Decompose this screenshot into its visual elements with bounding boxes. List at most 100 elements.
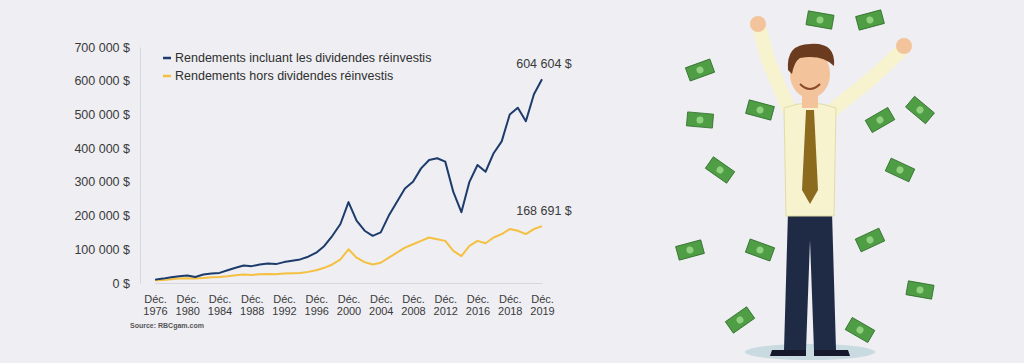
x-tick-label: Déc.1976 (143, 293, 167, 317)
bill-body (745, 239, 774, 261)
bill (685, 59, 714, 81)
bill-body (856, 10, 885, 30)
series-line (155, 79, 542, 279)
bill-seal (735, 315, 745, 325)
x-tick: Déc.2019 (530, 283, 554, 317)
legend-swatch (163, 75, 171, 78)
series-line (155, 226, 542, 280)
legend-item: Rendements hors dividendes réinvestis (163, 69, 393, 83)
bill-seal (756, 246, 765, 255)
x-tick: Déc.2008 (401, 283, 425, 317)
y-tick: 600 000 $ (74, 74, 140, 88)
y-tick: 400 000 $ (74, 142, 140, 156)
y-tick-label: 400 000 $ (74, 142, 130, 156)
shoe (770, 350, 806, 356)
x-tick-label: Déc.1992 (272, 293, 296, 317)
bill (745, 239, 774, 261)
shoe (814, 350, 850, 356)
bill-seal (696, 66, 705, 75)
arm (830, 52, 900, 112)
y-tick: 300 000 $ (74, 175, 140, 189)
data-label: 168 691 $ (516, 204, 572, 218)
bill-body (725, 307, 754, 333)
x-tick-label: Déc.2000 (337, 293, 361, 317)
bill-body (906, 281, 934, 299)
bill-body (685, 59, 714, 81)
bill-seal (715, 165, 725, 175)
x-tick-label: Déc.2018 (498, 293, 522, 317)
y-tick-label: 700 000 $ (74, 41, 130, 55)
bill-seal (696, 116, 704, 124)
smile (800, 84, 820, 89)
bill-body (676, 240, 705, 260)
x-tick-label: Déc.2008 (401, 293, 425, 317)
shadow (745, 344, 875, 360)
torso (784, 103, 836, 216)
x-tick: Déc.2000 (337, 283, 361, 317)
y-tick: 700 000 $ (74, 41, 140, 55)
legend-item: Rendements incluant les dividendes réinv… (163, 51, 431, 65)
y-tick: 500 000 $ (74, 108, 140, 122)
bill-body (686, 112, 713, 128)
bill (676, 240, 705, 260)
y-tick-label: 200 000 $ (74, 209, 130, 223)
bill (906, 96, 935, 123)
bill-body (705, 157, 734, 183)
x-tick: Déc.1996 (305, 283, 329, 317)
hand (896, 38, 912, 54)
bill (856, 10, 885, 30)
bill-seal (866, 16, 875, 25)
y-tick-label: 600 000 $ (74, 74, 130, 88)
bill-body (746, 100, 775, 120)
x-tick: Déc.1984 (208, 283, 232, 317)
y-axis: 0 $ 100 000 $ 200 000 $ 300 000 $ 400 000 $ 5… (74, 41, 140, 291)
x-tick-label: Déc.1980 (176, 293, 200, 317)
data-label: 604 604 $ (516, 57, 572, 71)
x-axis: Déc.1976 Déc.1980 Déc.1984 Déc.1988 Déc.1992… (143, 283, 554, 317)
bill (865, 107, 895, 132)
x-tick: Déc.1976 (143, 283, 167, 317)
x-axis-line (156, 283, 543, 284)
bill (906, 281, 934, 299)
y-tick-label: 0 $ (113, 277, 130, 291)
bill-seal (865, 235, 874, 244)
legs (784, 212, 836, 350)
bill-seal (756, 106, 765, 115)
x-tick: Déc.2018 (498, 283, 522, 317)
bill-body (865, 107, 895, 132)
x-tick-label: Déc.2019 (530, 293, 554, 317)
bill-seal (875, 115, 885, 125)
bill (855, 228, 884, 252)
y-tick-label: 300 000 $ (74, 175, 130, 189)
x-tick-label: Déc.1988 (240, 293, 264, 317)
legend-swatch (163, 57, 171, 60)
x-tick-label: Déc.1984 (208, 293, 232, 317)
legend: Rendements incluant les dividendes réinv… (163, 51, 431, 83)
bill (705, 157, 734, 183)
illustration (676, 10, 935, 360)
background (0, 0, 1024, 363)
bill-body (845, 317, 875, 342)
x-tick-label: Déc.1996 (305, 293, 329, 317)
y-tick-label: 500 000 $ (74, 108, 130, 122)
x-tick: Déc.2016 (466, 283, 490, 317)
bill (746, 100, 775, 120)
data-labels: 604 604 $ 168 691 $ (516, 57, 572, 218)
arm (760, 30, 790, 112)
bill (725, 307, 754, 333)
x-tick-label: Déc.2004 (369, 293, 393, 317)
source: Source: RBCgam.com (130, 322, 204, 330)
chart: 0 $ 100 000 $ 200 000 $ 300 000 $ 400 000 $ 5… (0, 0, 1024, 363)
y-tick: 0 $ (113, 277, 140, 291)
x-tick-label: Déc.2016 (466, 293, 490, 317)
bill-seal (816, 16, 824, 24)
bill (845, 317, 875, 342)
hair (788, 44, 834, 74)
x-tick-label: Déc.2012 (434, 293, 458, 317)
bill-seal (916, 286, 924, 294)
y-tick-label: 100 000 $ (74, 243, 130, 257)
y-tick: 100 000 $ (74, 243, 140, 257)
bill (806, 11, 834, 29)
legend-label: Rendements hors dividendes réinvestis (175, 69, 393, 83)
bill-seal (915, 105, 925, 115)
